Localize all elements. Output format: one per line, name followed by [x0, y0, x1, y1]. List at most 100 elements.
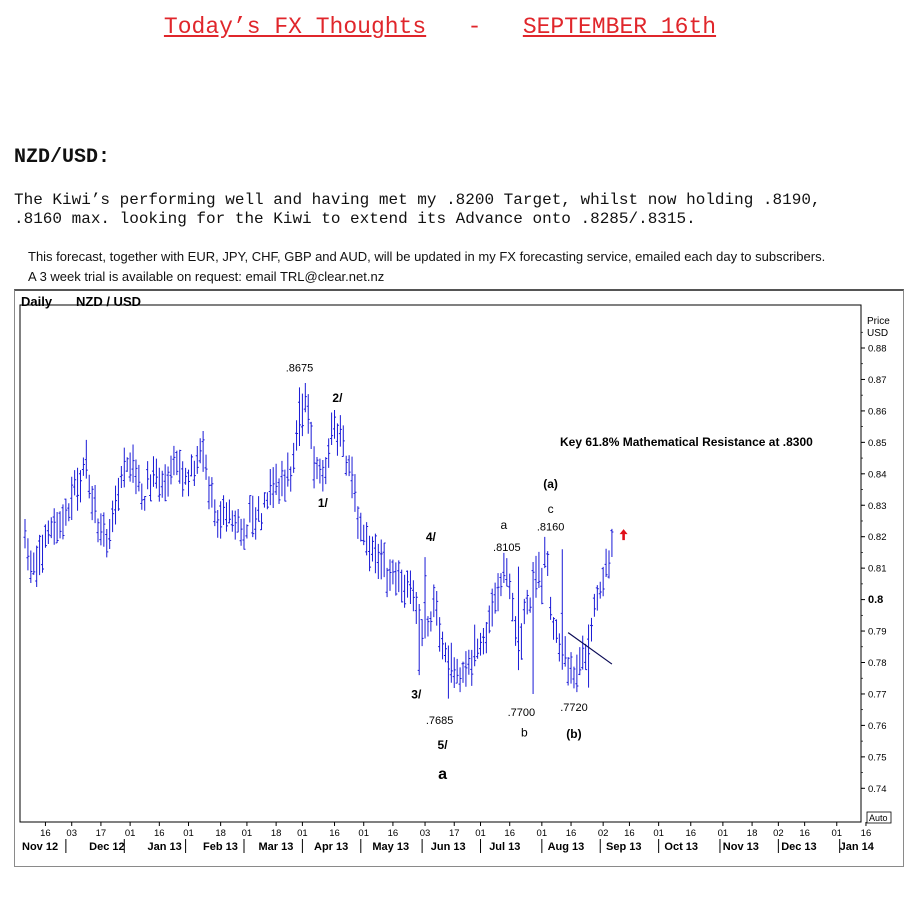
price-bar — [592, 593, 596, 617]
price-bar — [502, 552, 506, 584]
price-bar — [467, 649, 471, 675]
price-bar — [268, 469, 272, 506]
price-bar — [581, 635, 585, 670]
price-bar — [149, 474, 153, 502]
y-tick-label: 0.77 — [868, 689, 887, 700]
price-bar — [394, 562, 398, 596]
month-label: May 13 — [372, 841, 409, 853]
price-bar — [408, 570, 412, 604]
price-bar — [137, 464, 141, 492]
x-tick-label: 01 — [475, 828, 486, 839]
y-axis-unit: USD — [867, 328, 888, 339]
wave-annotation: .7720 — [560, 702, 588, 714]
price-bar — [449, 642, 453, 683]
price-bar — [546, 551, 550, 577]
price-bar — [557, 633, 561, 662]
price-bar — [204, 454, 208, 480]
price-bar — [178, 449, 182, 484]
price-bar — [111, 500, 115, 533]
price-bar — [476, 638, 480, 659]
y-tick-label: 0.74 — [868, 784, 887, 795]
price-bar — [207, 476, 211, 510]
y-tick-label: 0.81 — [868, 564, 887, 575]
price-bar — [154, 458, 158, 489]
service-note: This forecast, together with EUR, JPY, C… — [28, 249, 826, 264]
price-bar — [347, 455, 351, 477]
x-tick-label: 16 — [685, 828, 696, 839]
price-bar — [201, 430, 205, 472]
price-bar — [239, 518, 243, 546]
price-bar — [382, 542, 386, 578]
price-bar — [470, 649, 474, 686]
price-bar — [134, 459, 138, 495]
target-arrow-up-icon — [619, 529, 628, 541]
price-bar — [330, 412, 334, 446]
price-bar — [461, 661, 465, 683]
price-bar — [76, 467, 80, 511]
price-bar — [230, 510, 234, 532]
price-bar — [58, 511, 62, 539]
price-bar — [534, 555, 538, 598]
price-bar — [359, 512, 363, 542]
x-tick-label: 01 — [242, 828, 253, 839]
price-bar — [283, 469, 287, 502]
price-bar — [601, 566, 605, 597]
price-bar — [365, 522, 369, 556]
x-tick-label: 01 — [831, 828, 842, 839]
price-bar — [29, 550, 33, 583]
wave-annotation: .7685 — [426, 715, 454, 727]
price-bar — [446, 645, 450, 699]
price-bar — [128, 452, 132, 482]
price-bar — [508, 573, 512, 600]
price-bar — [271, 467, 275, 508]
price-bar — [333, 409, 337, 439]
price-bar — [464, 651, 468, 687]
price-bar — [303, 382, 307, 413]
x-tick-label: 01 — [653, 828, 664, 839]
title-text: Today’s FX Thoughts — [163, 14, 427, 40]
x-tick-label: 16 — [40, 828, 51, 839]
x-tick-label: 01 — [125, 828, 136, 839]
month-label: Nov 13 — [723, 841, 759, 853]
x-tick-label: 01 — [183, 828, 194, 839]
title-date: SEPTEMBER 16th — [522, 14, 717, 40]
price-bar — [216, 510, 220, 538]
x-tick-label: 01 — [297, 828, 308, 839]
wave-annotation: 5/ — [438, 738, 449, 752]
price-bar — [81, 457, 85, 476]
month-label: Dec 13 — [781, 841, 816, 853]
price-bar — [151, 456, 155, 487]
price-bar — [353, 474, 357, 512]
x-tick-label: 01 — [358, 828, 369, 839]
price-bar — [280, 460, 284, 497]
month-label: Jun 13 — [431, 841, 466, 853]
price-bar — [344, 455, 348, 476]
price-bar — [537, 551, 541, 589]
price-bar — [458, 667, 462, 693]
price-bar — [96, 518, 100, 543]
price-bar — [43, 524, 47, 548]
price-bar — [99, 513, 103, 546]
price-bar — [131, 444, 135, 483]
price-bar — [184, 467, 188, 485]
price-bar — [175, 450, 179, 476]
wave-annotation: (a) — [543, 477, 558, 491]
price-bar — [406, 570, 410, 598]
price-bar — [295, 420, 299, 451]
wave-annotation: .8160 — [537, 521, 565, 533]
price-bar — [516, 566, 520, 671]
price-bar — [61, 504, 65, 540]
price-bar — [23, 519, 27, 549]
price-bar — [420, 619, 424, 647]
price-bar — [350, 456, 354, 499]
price-bar — [429, 611, 433, 632]
price-bar — [549, 596, 553, 620]
price-bar — [426, 616, 430, 637]
price-bar — [254, 507, 258, 540]
price-bar — [300, 393, 304, 437]
price-bar — [505, 558, 509, 587]
price-bar — [493, 582, 497, 614]
price-bar — [598, 581, 602, 599]
price-bar — [286, 452, 290, 487]
price-bar — [388, 559, 392, 591]
